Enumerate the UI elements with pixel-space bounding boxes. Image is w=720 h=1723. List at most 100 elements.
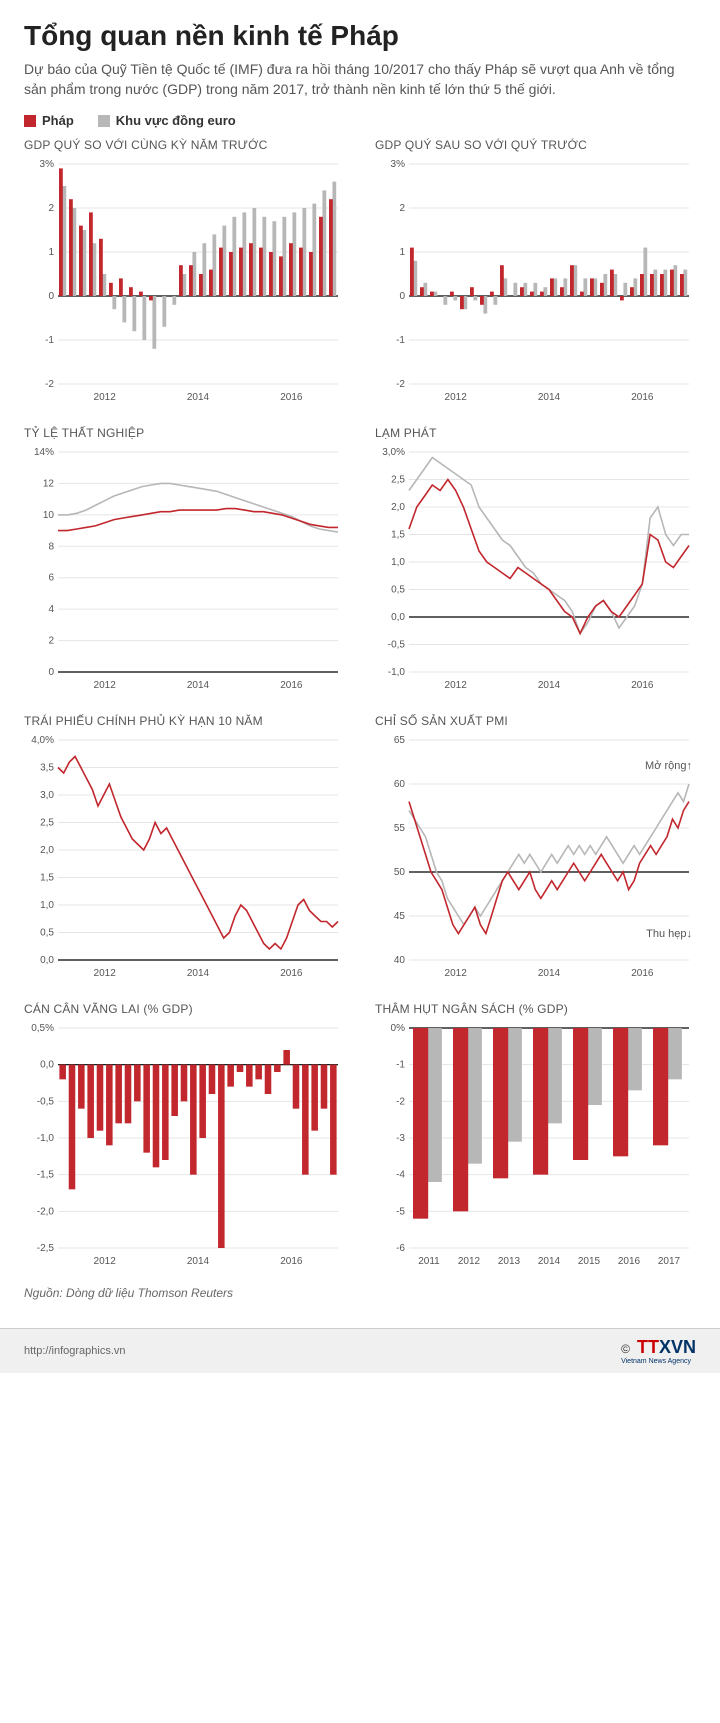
svg-text:2017: 2017 <box>658 1256 681 1267</box>
svg-text:12: 12 <box>43 479 55 490</box>
svg-text:2014: 2014 <box>538 968 561 979</box>
source-note: Nguồn: Dòng dữ liệu Thomson Reuters <box>24 1286 696 1300</box>
svg-text:0: 0 <box>48 667 54 678</box>
svg-text:0,0: 0,0 <box>391 612 405 623</box>
pmi-annot-expand: Mở rộng↑ <box>645 760 692 772</box>
svg-text:-1: -1 <box>45 335 54 346</box>
svg-text:2016: 2016 <box>280 680 303 691</box>
copyright-icon: © <box>621 1342 630 1356</box>
svg-text:0: 0 <box>48 291 54 302</box>
legend-item-france: Pháp <box>24 113 74 128</box>
svg-text:6: 6 <box>48 573 54 584</box>
svg-text:10: 10 <box>43 510 55 521</box>
svg-text:2016: 2016 <box>280 1256 303 1267</box>
swatch-france <box>24 115 36 127</box>
svg-text:2012: 2012 <box>94 680 117 691</box>
svg-text:8: 8 <box>48 541 54 552</box>
svg-text:2014: 2014 <box>187 392 210 403</box>
legend-item-euro: Khu vực đồng euro <box>98 113 236 128</box>
svg-text:0%: 0% <box>391 1023 406 1034</box>
chart-gdp-yoy: -2-10123%201220142016 <box>24 158 344 408</box>
chart-deficit: -6-5-4-3-2-10%20112012201320142015201620… <box>375 1022 695 1272</box>
svg-text:40: 40 <box>394 955 406 966</box>
panel-title: CHỈ SỐ SẢN XUẤT PMI <box>375 714 696 728</box>
svg-text:55: 55 <box>394 823 406 834</box>
svg-text:0,5: 0,5 <box>391 585 405 596</box>
legend-label-euro: Khu vực đồng euro <box>116 113 236 128</box>
svg-text:2,5: 2,5 <box>391 475 405 486</box>
svg-text:2: 2 <box>48 636 54 647</box>
chart-bonds: 0,00,51,01,52,02,53,03,54,0%201220142016 <box>24 734 344 984</box>
chart-inflation: -1,0-0,50,00,51,01,52,02,53,0%2012201420… <box>375 446 695 696</box>
panel-title: CÁN CÂN VÃNG LAI (% GDP) <box>24 1002 345 1016</box>
svg-text:2014: 2014 <box>187 680 210 691</box>
svg-text:3%: 3% <box>391 159 406 170</box>
svg-text:0: 0 <box>399 291 405 302</box>
svg-text:-2,0: -2,0 <box>37 1207 55 1218</box>
panel-title: THÂM HỤT NGÂN SÁCH (% GDP) <box>375 1002 696 1016</box>
svg-text:2012: 2012 <box>445 680 468 691</box>
svg-text:-1,0: -1,0 <box>37 1133 55 1144</box>
svg-text:-1: -1 <box>396 335 405 346</box>
footer-logo-wrap: © TTXVN Vietnam News Agency <box>621 1337 696 1365</box>
svg-text:1,0: 1,0 <box>40 900 54 911</box>
panel-title: TRÁI PHIẾU CHÍNH PHỦ KỲ HẠN 10 NĂM <box>24 714 345 728</box>
svg-text:2014: 2014 <box>538 680 561 691</box>
svg-text:0,0: 0,0 <box>40 1060 54 1071</box>
panel-title: GDP QUÝ SAU SO VỚI QUÝ TRƯỚC <box>375 138 696 152</box>
svg-text:-1: -1 <box>396 1060 405 1071</box>
svg-text:2014: 2014 <box>538 1256 561 1267</box>
svg-text:2012: 2012 <box>94 1256 117 1267</box>
svg-text:-2: -2 <box>396 1097 405 1108</box>
svg-text:0,0: 0,0 <box>40 955 54 966</box>
svg-text:-2: -2 <box>45 379 54 390</box>
svg-text:-3: -3 <box>396 1133 405 1144</box>
svg-text:1,5: 1,5 <box>40 873 54 884</box>
svg-text:3,0: 3,0 <box>40 790 54 801</box>
svg-text:1,5: 1,5 <box>391 530 405 541</box>
panel-title: GDP QUÝ SO VỚI CÙNG KỲ NĂM TRƯỚC <box>24 138 345 152</box>
chart-unemployment: 02468101214%201220142016 <box>24 446 344 696</box>
svg-text:-0,5: -0,5 <box>388 640 406 651</box>
panel-gdp-yoy: GDP QUÝ SO VỚI CÙNG KỲ NĂM TRƯỚC -2-1012… <box>24 138 345 408</box>
page-title: Tổng quan nền kinh tế Pháp <box>24 20 696 52</box>
chart-gdp-qoq: -2-10123%201220142016 <box>375 158 695 408</box>
swatch-euro <box>98 115 110 127</box>
svg-text:1: 1 <box>399 247 405 258</box>
svg-text:2: 2 <box>48 203 54 214</box>
svg-text:-1,5: -1,5 <box>37 1170 55 1181</box>
svg-text:65: 65 <box>394 735 406 746</box>
svg-text:-2,5: -2,5 <box>37 1243 55 1254</box>
svg-text:14%: 14% <box>34 447 54 458</box>
svg-text:2012: 2012 <box>445 392 468 403</box>
svg-text:2,0: 2,0 <box>391 502 405 513</box>
svg-text:2012: 2012 <box>94 392 117 403</box>
panel-inflation: LẠM PHÁT -1,0-0,50,00,51,01,52,02,53,0%2… <box>375 426 696 696</box>
svg-text:-2: -2 <box>396 379 405 390</box>
svg-text:50: 50 <box>394 867 406 878</box>
svg-text:-0,5: -0,5 <box>37 1097 55 1108</box>
svg-text:2,5: 2,5 <box>40 818 54 829</box>
svg-text:0,5%: 0,5% <box>31 1023 54 1034</box>
svg-text:0,5: 0,5 <box>40 928 54 939</box>
svg-text:45: 45 <box>394 911 406 922</box>
svg-text:2016: 2016 <box>631 968 654 979</box>
footer-url: http://infographics.vn <box>24 1345 126 1357</box>
svg-text:2: 2 <box>399 203 405 214</box>
svg-text:2014: 2014 <box>187 968 210 979</box>
svg-text:2016: 2016 <box>631 392 654 403</box>
svg-text:-6: -6 <box>396 1243 405 1254</box>
svg-text:2016: 2016 <box>280 392 303 403</box>
svg-text:2016: 2016 <box>618 1256 641 1267</box>
panel-bonds: TRÁI PHIẾU CHÍNH PHỦ KỲ HẠN 10 NĂM 0,0 0,… <box>24 714 345 984</box>
charts-grid: GDP QUÝ SO VỚI CÙNG KỲ NĂM TRƯỚC -2-1012… <box>24 138 696 1272</box>
svg-text:-5: -5 <box>396 1207 405 1218</box>
logo-subtitle: Vietnam News Agency <box>621 1358 696 1365</box>
svg-text:2012: 2012 <box>458 1256 481 1267</box>
svg-text:2016: 2016 <box>631 680 654 691</box>
svg-text:3,5: 3,5 <box>40 763 54 774</box>
svg-text:2014: 2014 <box>187 1256 210 1267</box>
svg-text:1,0: 1,0 <box>391 557 405 568</box>
svg-text:2011: 2011 <box>418 1256 440 1267</box>
page: Tổng quan nền kinh tế Pháp Dự báo của Qu… <box>0 0 720 1308</box>
